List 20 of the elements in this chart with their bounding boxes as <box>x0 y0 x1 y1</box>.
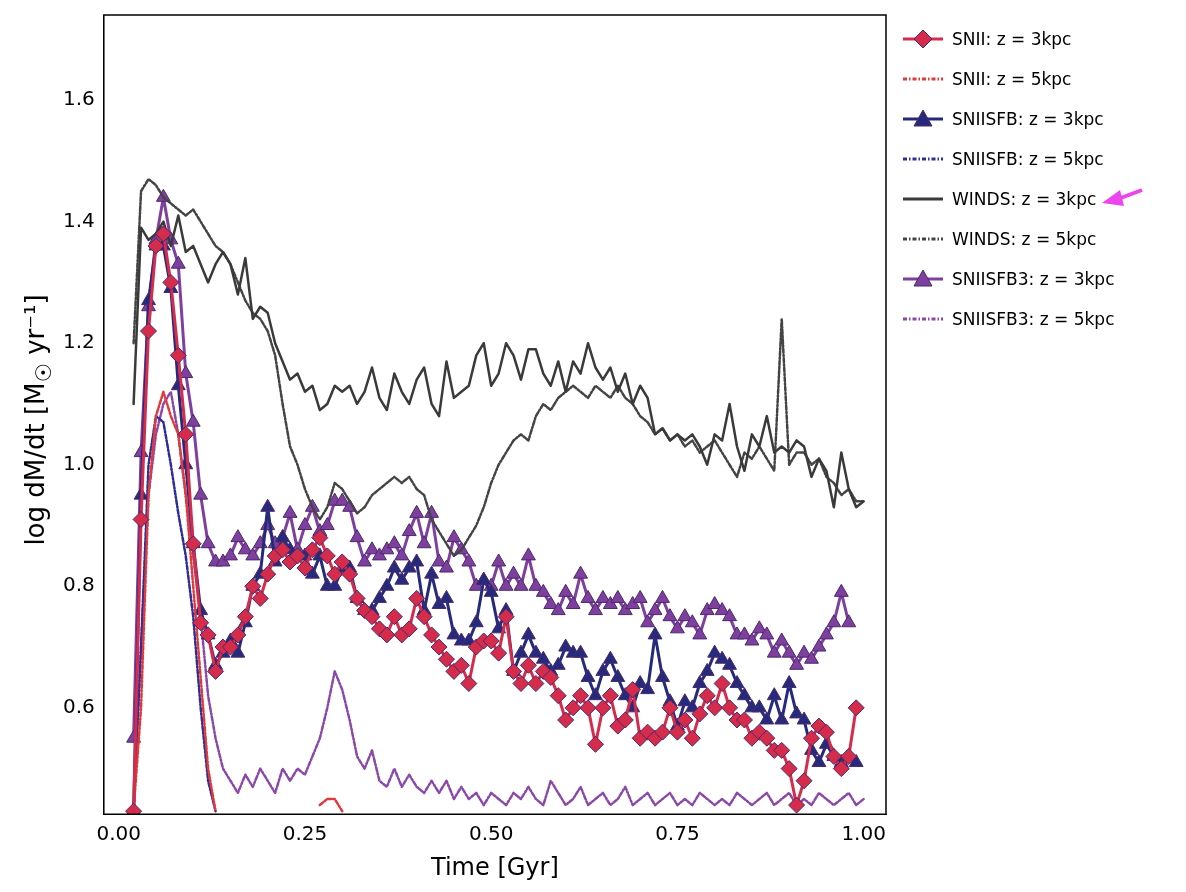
legend-label: SNIISFB: z = 5kpc <box>952 149 1104 169</box>
x-tick-label: 0.75 <box>655 821 700 846</box>
y-tick-label: 1.6 <box>62 86 95 111</box>
legend-label: SNIISFB3: z = 3kpc <box>952 269 1115 289</box>
legend-label: SNIISFB3: z = 5kpc <box>952 309 1115 329</box>
y-tick-label: 1.2 <box>62 329 95 354</box>
legend-label: SNIISFB: z = 3kpc <box>952 109 1104 129</box>
legend-label: SNII: z = 3kpc <box>952 29 1072 49</box>
x-tick-label: 1.00 <box>841 821 886 846</box>
y-tick-label: 1.4 <box>62 207 95 232</box>
y-tick-label: 0.6 <box>62 694 95 719</box>
x-tick-label: 0.25 <box>282 821 328 846</box>
legend-label: WINDS: z = 3kpc <box>952 189 1097 209</box>
y-tick-label: 0.8 <box>62 572 95 597</box>
y-tick-label: 1.0 <box>62 450 95 475</box>
legend-label: SNII: z = 5kpc <box>952 69 1072 89</box>
legend-label: WINDS: z = 5kpc <box>952 229 1097 249</box>
x-tick-label: 0.00 <box>96 821 141 846</box>
x-axis-title: Time [Gyr] <box>430 852 559 881</box>
x-tick-label: 0.50 <box>468 821 514 846</box>
